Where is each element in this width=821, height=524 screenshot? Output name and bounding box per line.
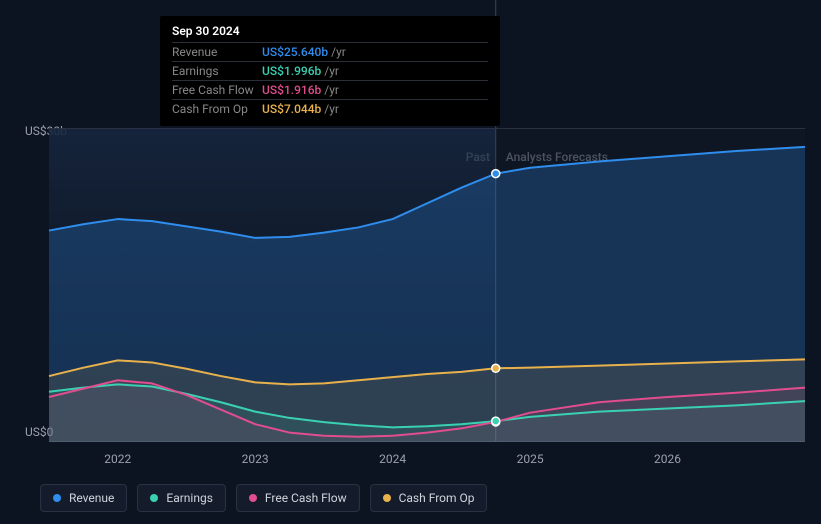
financial-forecast-chart: US$30b US$0 Past Analysts Forecasts 2022… [20,0,820,524]
legend-dot-icon [249,494,257,502]
tooltip-metric-label: Free Cash Flow [172,83,262,97]
legend-label: Free Cash Flow [265,491,347,505]
x-axis-tick: 2023 [242,452,269,466]
tooltip-metric-value: US$1.996b [262,64,321,78]
tooltip-row: Free Cash FlowUS$1.916b/yr [172,80,488,99]
legend-label: Earnings [166,491,213,505]
legend-item-free-cash-flow[interactable]: Free Cash Flow [236,484,360,512]
x-axis-tick: 2025 [517,452,544,466]
tooltip-metric-suffix: /yr [324,102,339,116]
tooltip-date: Sep 30 2024 [172,24,488,38]
legend-item-earnings[interactable]: Earnings [137,484,226,512]
tooltip-row: Cash From OpUS$7.044b/yr [172,99,488,118]
legend-label: Cash From Op [399,491,475,505]
legend-dot-icon [53,494,61,502]
legend-item-revenue[interactable]: Revenue [40,484,127,512]
tooltip-row: EarningsUS$1.996b/yr [172,61,488,80]
tooltip-metric-value: US$1.916b [262,83,321,97]
tooltip-metric-label: Cash From Op [172,102,262,116]
tooltip-metric-label: Revenue [172,45,262,59]
tooltip-metric-label: Earnings [172,64,262,78]
chart-plot [49,128,805,442]
legend-dot-icon [150,494,158,502]
tooltip-metric-suffix: /yr [324,64,339,78]
tooltip-metric-suffix: /yr [331,45,346,59]
tooltip-metric-value: US$7.044b [262,102,321,116]
legend-label: Revenue [69,491,114,505]
legend-dot-icon [383,494,391,502]
tooltip-metric-value: US$25.640b [262,45,328,59]
x-axis-tick: 2022 [104,452,131,466]
chart-tooltip: Sep 30 2024 RevenueUS$25.640b/yrEarnings… [160,16,500,126]
x-axis-tick: 2024 [379,452,406,466]
tooltip-metric-suffix: /yr [324,83,339,97]
x-axis-tick: 2026 [654,452,681,466]
legend-item-cash-from-op[interactable]: Cash From Op [370,484,488,512]
tooltip-row: RevenueUS$25.640b/yr [172,42,488,61]
chart-legend: Revenue Earnings Free Cash Flow Cash From O… [40,484,487,512]
